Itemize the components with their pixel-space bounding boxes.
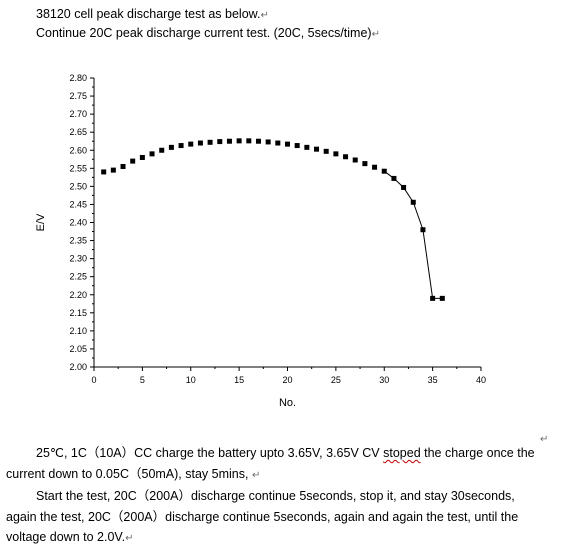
data-point: [159, 147, 165, 153]
data-point: [149, 151, 155, 157]
x-tick-label: 10: [186, 375, 196, 385]
data-point: [226, 138, 232, 144]
return-mark: ↵: [540, 434, 549, 445]
x-tick-label: 5: [140, 375, 145, 385]
x-tick-label: 15: [234, 375, 244, 385]
y-tick-label: 2.80: [69, 73, 87, 83]
y-axis-label: E/V: [35, 213, 47, 231]
data-point: [362, 161, 368, 167]
data-point: [304, 144, 310, 150]
body-line-5: voltage down to 2.0V.↵: [6, 529, 133, 547]
y-tick-label: 2.45: [69, 199, 87, 209]
data-point: [314, 146, 320, 152]
data-point: [265, 139, 271, 145]
body-text-1c: the charge once the: [420, 446, 535, 460]
x-tick-label: 20: [282, 375, 292, 385]
data-point: [439, 295, 445, 301]
intro-text-2: Continue 20C peak discharge current test…: [36, 26, 372, 40]
x-tick-label: 40: [476, 375, 486, 385]
x-tick-label: 30: [379, 375, 389, 385]
return-mark: ↵: [125, 533, 134, 544]
chart-axes: [93, 78, 481, 368]
body-text-1a: 25℃, 1C（10A）CC charge the battery upto 3…: [36, 446, 384, 460]
data-point: [420, 227, 426, 233]
body-text-1d: current down to 0.05C（50mA), stay 5mins,: [6, 467, 249, 481]
data-point: [197, 140, 203, 146]
data-point: [430, 295, 436, 301]
data-point: [207, 139, 213, 145]
body-line-3: Start the test, 20C（200A）discharge conti…: [36, 488, 515, 504]
data-point: [178, 143, 184, 149]
data-point: [255, 138, 261, 144]
y-tick-label: 2.70: [69, 109, 87, 119]
data-point: [343, 154, 349, 160]
data-point: [275, 140, 281, 146]
data-point: [401, 184, 407, 190]
series-line: [383, 170, 443, 299]
return-mark-top: ↵: [540, 430, 548, 448]
data-point: [246, 138, 252, 144]
body-text-2c: voltage down to 2.0V.: [6, 530, 126, 544]
return-mark: ↵: [251, 470, 261, 481]
y-tick-label: 2.30: [69, 254, 87, 264]
y-tick-label: 2.05: [69, 344, 87, 354]
y-tick-label: 2.25: [69, 272, 87, 282]
data-point: [139, 154, 145, 160]
discharge-chart: 0 5 10 15 20 25 30 35 40 2.00 2.05 2.10 2.15 2.20 2.2…: [35, 73, 486, 409]
x-tick-label: 0: [91, 375, 96, 385]
y-tick-label: 2.65: [69, 127, 87, 137]
y-tick-label: 2.10: [69, 326, 87, 336]
y-tick-label: 2.35: [69, 236, 87, 246]
body-line-2: current down to 0.05C（50mA), stay 5mins,…: [6, 466, 260, 484]
data-point: [333, 151, 339, 157]
data-point: [120, 164, 126, 170]
body-line-4: again the test, 20C（200A）discharge conti…: [6, 509, 518, 525]
data-points: [101, 138, 445, 301]
intro-line-1: 38120 cell peak discharge test as below.…: [36, 6, 269, 24]
data-point: [217, 139, 223, 145]
data-point: [391, 175, 397, 181]
return-mark: ↵: [371, 29, 380, 40]
data-point: [110, 167, 116, 173]
y-tick-label: 2.40: [69, 218, 87, 228]
x-tick-label: 35: [428, 375, 438, 385]
data-point: [381, 168, 387, 174]
return-mark: ↵: [260, 10, 269, 21]
body-text-2b: again the test, 20C（200A）discharge conti…: [6, 510, 519, 524]
y-tick-label: 2.75: [69, 91, 87, 101]
y-tick-label: 2.15: [69, 308, 87, 318]
data-point: [236, 138, 242, 144]
intro-line-2: Continue 20C peak discharge current test…: [36, 25, 380, 43]
y-tick-label: 2.60: [69, 145, 87, 155]
data-point: [101, 169, 107, 175]
x-axis-label: No.: [279, 397, 296, 409]
body-text-2a: Start the test, 20C（200A）discharge conti…: [36, 489, 515, 503]
data-point: [285, 141, 290, 147]
body-line-1: 25℃, 1C（10A）CC charge the battery upto 3…: [36, 445, 535, 461]
data-point: [372, 164, 378, 170]
y-tick-label: 2.50: [69, 181, 87, 191]
y-tick-label: 2.20: [69, 290, 87, 300]
y-ticks: 2.00 2.05 2.10 2.15 2.20 2.25 2.30 2.35 2.40 2.45…: [69, 73, 94, 372]
y-tick-label: 2.55: [69, 163, 87, 173]
intro-text-1: 38120 cell peak discharge test as below.: [36, 7, 261, 21]
data-point: [410, 199, 416, 205]
data-point: [130, 158, 136, 164]
x-ticks: 0 5 10 15 20 25 30 35 40: [91, 367, 486, 385]
data-point: [188, 141, 194, 147]
spell-underline-word: stoped: [383, 446, 421, 460]
data-point: [294, 143, 300, 149]
data-point: [168, 144, 174, 150]
data-point: [323, 148, 329, 154]
data-point: [352, 157, 358, 163]
y-tick-label: 2.00: [69, 362, 87, 372]
x-tick-label: 25: [331, 375, 341, 385]
